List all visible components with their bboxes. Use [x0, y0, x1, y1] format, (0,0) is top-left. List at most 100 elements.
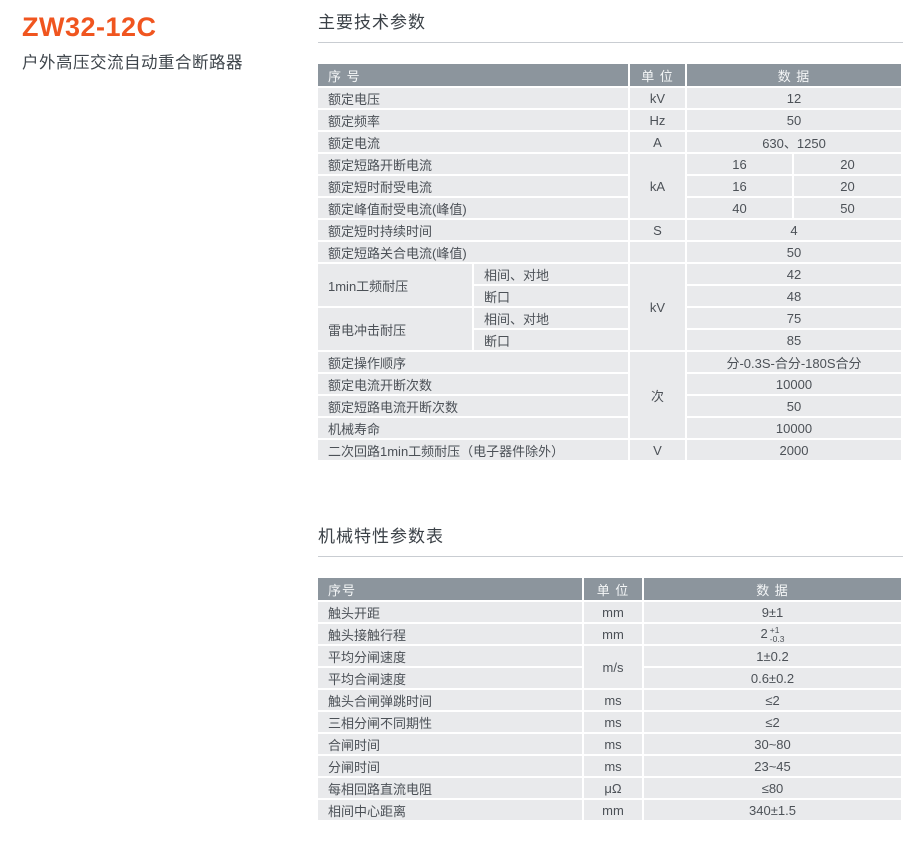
divider-line [318, 42, 903, 43]
cell-label: 额定频率 [318, 110, 630, 132]
cell-value: 40 [687, 198, 794, 220]
cell-unit: ms [584, 690, 644, 712]
cell-unit: kV [630, 264, 687, 352]
table-row: 触头合闸弹跳时间 ms ≤2 [318, 690, 903, 712]
cell-value: 20 [794, 176, 903, 198]
cell-unit: S [630, 220, 687, 242]
cell-label: 平均分闸速度 [318, 646, 584, 668]
cell-value: ≤2 [644, 712, 903, 734]
cell-label: 相间中心距离 [318, 800, 584, 822]
table-row: 合闸时间 ms 30~80 [318, 734, 903, 756]
cell-group-label: 1min工频耐压 [318, 264, 474, 308]
section-title: 主要技术参数 [318, 13, 426, 32]
cell-value: 2000 [687, 440, 903, 462]
cell-unit: ms [584, 712, 644, 734]
cell-label: 额定电流 [318, 132, 630, 154]
table-row: 额定操作顺序 次 分-0.3S-合分-180S合分 [318, 352, 903, 440]
table-row: 额定电流 A 630、1250 [318, 132, 903, 154]
cell-value: ≤2 [644, 690, 903, 712]
table-row: 额定频率 Hz 50 [318, 110, 903, 132]
cell-value: 16 [687, 154, 794, 176]
table-row: 触头开距 mm 9±1 [318, 602, 903, 624]
cell-value: 75 [687, 308, 903, 330]
table-row: 额定峰值耐受电流(峰值) 40 50 [318, 198, 903, 220]
cell-value: 20 [794, 154, 903, 176]
header-unit: 单 位 [584, 578, 644, 602]
table-row: 额定短时持续时间 S 4 [318, 220, 903, 242]
table-header-row: 序 号 单 位 数 据 [318, 64, 903, 88]
cell-value: 10000 [687, 418, 903, 440]
table-row: 雷电冲击耐压 相间、对地 75 [318, 308, 903, 352]
cell-label: 机械寿命 [318, 418, 630, 440]
cell-label: 额定电压 [318, 88, 630, 110]
header-seq: 序号 [318, 578, 584, 602]
cell-unit: A [630, 132, 687, 154]
cell-label: 每相回路直流电阻 [318, 778, 584, 800]
cell-label: 触头接触行程 [318, 624, 584, 646]
cell-unit: kV [630, 88, 687, 110]
header-data: 数 据 [644, 578, 903, 602]
cell-label: 平均合闸速度 [318, 668, 584, 690]
cell-sublabel: 断口 [474, 286, 630, 308]
table-row: 额定电压 kV 12 [318, 88, 903, 110]
cell-value: 630、1250 [687, 132, 903, 154]
cell-value: 1±0.2 [644, 646, 903, 668]
cell-value: 340±1.5 [644, 800, 903, 822]
cell-label: 二次回路1min工频耐压（电子器件除外） [318, 440, 630, 462]
brand-block: ZW32-12C 户外高压交流自动重合断路器 [22, 12, 243, 73]
cell-value: ≤80 [644, 778, 903, 800]
cell-unit: V [630, 440, 687, 462]
cell-unit: ms [584, 734, 644, 756]
cell-value-tolerance: 2 +1 -0.3 [644, 624, 903, 646]
cell-sublabel: 相间、对地 [474, 264, 630, 286]
cell-unit: μΩ [584, 778, 644, 800]
cell-value: 10000 [687, 374, 903, 396]
divider-line [318, 556, 903, 557]
cell-value: 50 [687, 110, 903, 132]
cell-value: 0.6±0.2 [644, 668, 903, 690]
header-seq: 序 号 [318, 64, 630, 88]
table-row: 平均合闸速度 0.6±0.2 [318, 668, 903, 690]
cell-unit-empty [630, 242, 687, 264]
cell-value: 85 [687, 330, 903, 352]
cell-label: 额定短路电流开断次数 [318, 396, 630, 418]
main-parameters-table: 序 号 单 位 数 据 额定电压 kV 12 额定频率 Hz 50 额定电流 A… [318, 64, 903, 462]
table-row: 额定短路关合电流(峰值) 50 [318, 242, 903, 264]
table-row: 机械寿命 10000 [318, 418, 903, 440]
cell-value: 16 [687, 176, 794, 198]
section-main-parameters: 主要技术参数 序 号 单 位 数 据 额定电压 kV 12 额定频率 Hz 50 [318, 12, 903, 462]
cell-label: 额定短时持续时间 [318, 220, 630, 242]
cell-value: 12 [687, 88, 903, 110]
section-title: 机械特性参数表 [318, 527, 444, 546]
cell-unit: mm [584, 800, 644, 822]
cell-value: 9±1 [644, 602, 903, 624]
cell-value: 分-0.3S-合分-180S合分 [687, 352, 903, 374]
header-data: 数 据 [687, 64, 903, 88]
table-row: 额定电流开断次数 10000 [318, 374, 903, 396]
cell-group-label: 雷电冲击耐压 [318, 308, 474, 352]
cell-unit: Hz [630, 110, 687, 132]
table-row: 断口 85 [318, 330, 903, 352]
cell-value: 50 [687, 242, 903, 264]
table-header-row: 序号 单 位 数 据 [318, 578, 903, 602]
cell-value: 50 [794, 198, 903, 220]
cell-value: 4 [687, 220, 903, 242]
section-mechanical-parameters: 机械特性参数表 序号 单 位 数 据 触头开距 mm 9±1 触头接触行程 mm… [318, 526, 903, 822]
cell-unit: m/s [584, 646, 644, 690]
cell-label: 额定电流开断次数 [318, 374, 630, 396]
cell-unit: 次 [630, 352, 687, 440]
table-row: 1min工频耐压 相间、对地 kV 42 [318, 264, 903, 352]
cell-sublabel: 相间、对地 [474, 308, 630, 330]
tolerance-upper: +1 [769, 624, 780, 635]
cell-sublabel: 断口 [474, 330, 630, 352]
table-row: 触头接触行程 mm 2 +1 -0.3 [318, 624, 903, 646]
table-row: 相间中心距离 mm 340±1.5 [318, 800, 903, 822]
cell-label: 额定短路关合电流(峰值) [318, 242, 630, 264]
cell-value: 30~80 [644, 734, 903, 756]
cell-label: 触头合闸弹跳时间 [318, 690, 584, 712]
cell-label: 额定峰值耐受电流(峰值) [318, 198, 630, 220]
cell-unit: mm [584, 602, 644, 624]
cell-value: 50 [687, 396, 903, 418]
cell-label: 分闸时间 [318, 756, 584, 778]
cell-label: 触头开距 [318, 602, 584, 624]
